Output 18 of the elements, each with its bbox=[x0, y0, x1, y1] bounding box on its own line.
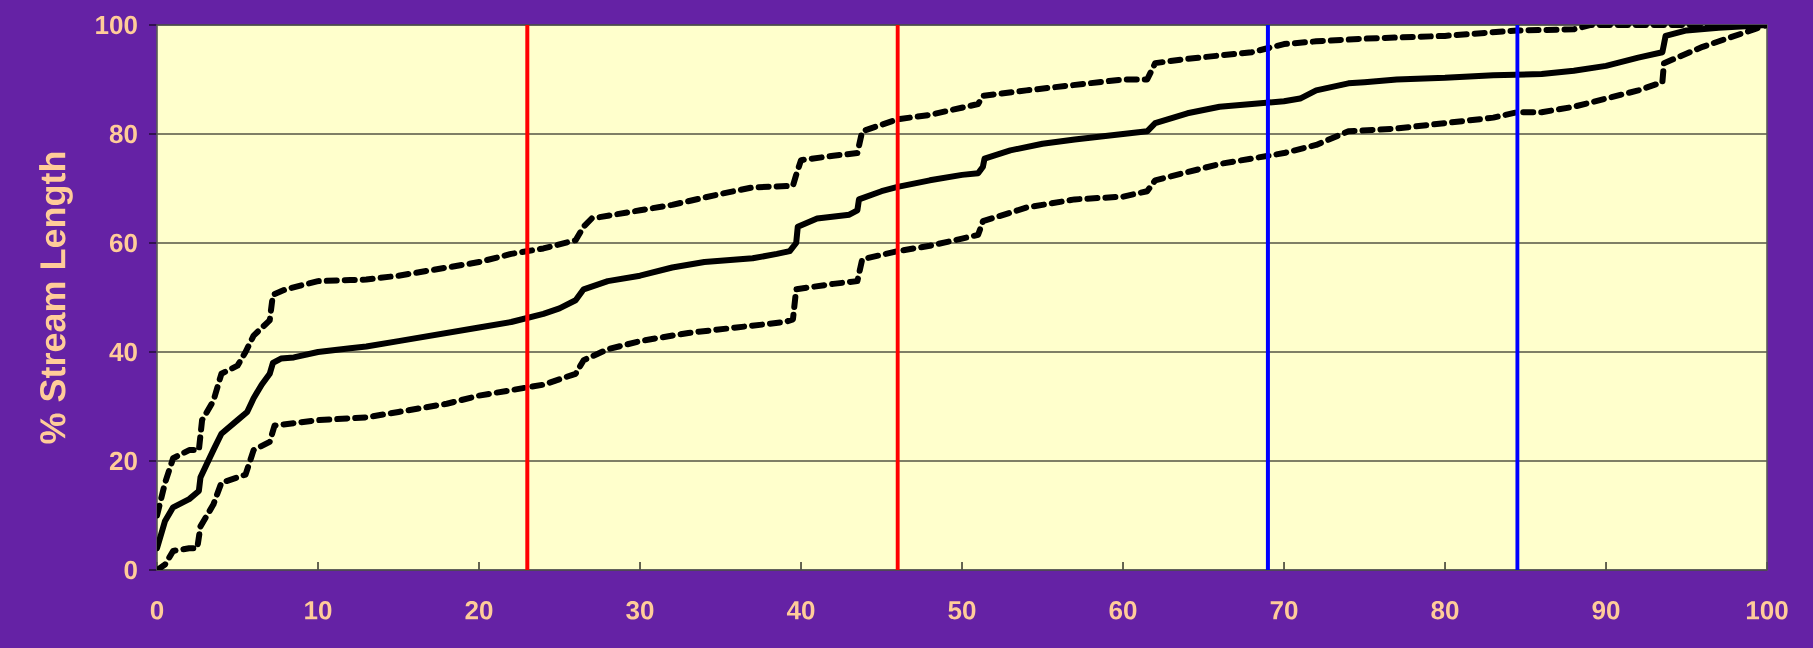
x-tick-label: 0 bbox=[150, 601, 164, 620]
y-tick-label: 60 bbox=[109, 233, 137, 253]
x-tick-label: 10 bbox=[305, 601, 332, 620]
y-tick-label: 0 bbox=[124, 560, 137, 580]
x-tick-label: 90 bbox=[1592, 601, 1620, 620]
x-tick-label: 20 bbox=[465, 601, 493, 620]
x-tick-label: 50 bbox=[948, 601, 976, 620]
x-tick-label: 30 bbox=[626, 601, 654, 620]
y-tick-label: 100 bbox=[96, 15, 137, 35]
y-tick-label: 20 bbox=[109, 451, 137, 471]
x-tick-label: 40 bbox=[786, 601, 815, 620]
y-tick-label: 80 bbox=[109, 124, 137, 144]
x-tick-label: 80 bbox=[1431, 601, 1459, 620]
y-axis-title: % Stream Length bbox=[39, 152, 73, 444]
x-tick-label: 70 bbox=[1270, 601, 1298, 620]
x-tick-label: 60 bbox=[1109, 601, 1137, 620]
y-tick-label: 40 bbox=[109, 342, 137, 362]
x-tick-label: 100 bbox=[1746, 601, 1788, 620]
